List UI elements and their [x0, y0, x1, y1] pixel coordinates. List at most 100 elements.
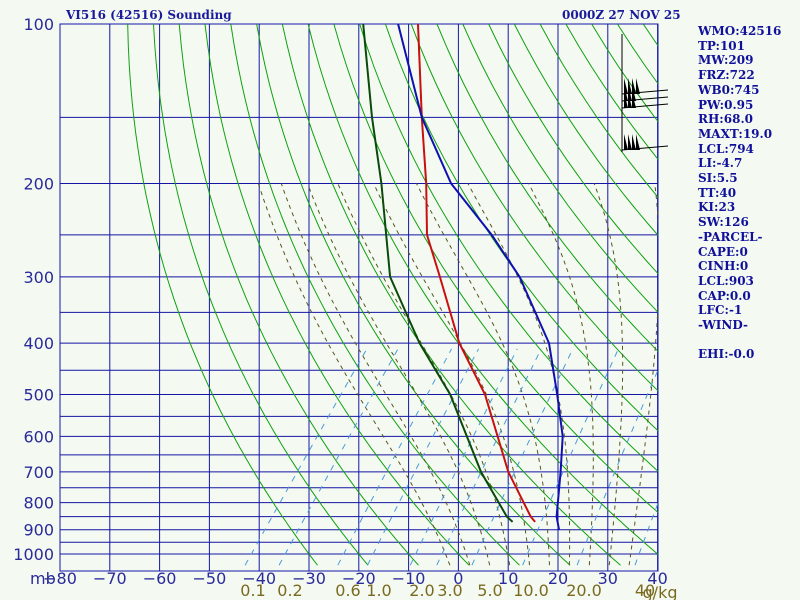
index-item: CINH:0: [698, 259, 749, 274]
pressure-tick-label: 400: [23, 334, 54, 353]
index-item: SW:126: [698, 215, 749, 230]
mixing-ratio-label: 2.0: [409, 581, 434, 600]
moist-adiabat-line: [257, 183, 451, 566]
wind-barb-flag: [624, 134, 628, 150]
moist-adiabat-line: [593, 183, 624, 566]
dry-adiabat-line: [436, 24, 658, 353]
moist-adiabat-line: [528, 183, 594, 566]
mixing-ratio-line: [522, 348, 619, 566]
mixing-ratio-line: [409, 348, 518, 566]
mixing-ratio-label: 3.0: [437, 581, 462, 600]
pressure-tick-label: 300: [23, 268, 54, 287]
axis-labels: −80 −70 −60 −50 −40 −30 −20 −10 0 10 20 30 40 100 200 3…: [13, 15, 677, 600]
dry-adiabat-line: [333, 24, 658, 514]
temp-tick-label: −70: [93, 569, 127, 588]
index-item: KI:23: [698, 200, 736, 215]
mixing-ratio-label: 0.6: [335, 581, 360, 600]
index-item: CAPE:0: [698, 244, 748, 259]
mixing-ratio-label: 40: [635, 581, 655, 600]
pressure-tick-label: 100: [23, 15, 54, 34]
stability-indices: WMO:42516 TP:101 MW:209 FRZ:722 WB0:745 PW:0.…: [698, 24, 781, 362]
index-item: RH:68.0: [698, 112, 753, 127]
mixing-ratio-label: 0.2: [277, 581, 302, 600]
temp-tick-label: −80: [43, 569, 77, 588]
mixing-ratio-label: 10.0: [513, 581, 549, 600]
wind-barb-flag: [632, 134, 636, 150]
temp-tick-label: −50: [193, 569, 227, 588]
wind-barb-flag: [628, 92, 632, 108]
pressure-tick-label: 500: [23, 385, 54, 404]
mixing-ratio-line: [634, 501, 658, 566]
moist-adiabat-line: [467, 183, 571, 566]
pressure-tick-label: 600: [23, 427, 54, 446]
index-item: WMO:42516: [698, 24, 782, 38]
pressure-tick-label: 1000: [13, 545, 54, 564]
index-item: MAXT:19.0: [698, 126, 773, 141]
index-item: LFC:-1: [698, 303, 743, 318]
mixing-ratio-label: 1.0: [366, 581, 391, 600]
pressure-tick-label: 200: [23, 175, 54, 194]
sounding-title: VI516 (42516) Sounding: [66, 8, 232, 22]
wind-barb-flag: [624, 92, 628, 108]
index-item: CAP:0.0: [698, 288, 751, 303]
moist-adiabat-line: [416, 183, 550, 566]
index-item: LCL:903: [698, 273, 754, 288]
dry-adiabat-line: [410, 24, 658, 392]
index-item: LCL:794: [698, 141, 754, 156]
dry-adiabat-line: [230, 24, 520, 566]
mixing-ratio-line: [244, 348, 368, 566]
mixing-ratio-label: 0.1: [240, 581, 265, 600]
wind-barb-flag: [628, 134, 632, 150]
temp-tick-label: 0: [453, 569, 463, 588]
wind-barbs: [621, 34, 669, 152]
moist-adiabat-line: [337, 183, 511, 566]
mixing-ratio-line: [436, 348, 542, 566]
temp-tick-label: −30: [292, 569, 326, 588]
temp-tick-label: 30: [598, 569, 618, 588]
index-item: [698, 333, 781, 348]
mixing-ratio-line: [278, 348, 399, 566]
dry-adiabat-line: [281, 24, 621, 566]
moist-adiabat-line: [373, 183, 530, 566]
pressure-tick-label: 900: [23, 521, 54, 540]
parcel-trace: [397, 24, 564, 530]
mixing-ratio-line: [471, 348, 574, 566]
index-item: -PARCEL-: [698, 229, 763, 244]
dewpoint-profile: [362, 24, 514, 523]
dry-adiabat-line: [127, 24, 318, 566]
temp-tick-label: −20: [342, 569, 376, 588]
mixing-ratio-unit: g/kg: [643, 583, 678, 600]
moist-adiabat-line: [628, 183, 658, 566]
adiabat-layer: [127, 24, 658, 566]
temp-tick-label: −40: [242, 569, 276, 588]
wind-barb-flag: [632, 92, 636, 108]
dry-adiabat-line: [462, 24, 658, 314]
wind-barb-flag: [636, 78, 640, 94]
dry-adiabat-line: [307, 24, 658, 555]
index-item: LI:-4.7: [698, 156, 743, 171]
temp-tick-label: 10: [498, 569, 518, 588]
index-item: PW:0.95: [698, 97, 754, 112]
temp-tick-label: −10: [392, 569, 426, 588]
temperature-profile: [417, 24, 536, 523]
dry-adiabat-line: [488, 24, 658, 275]
index-item: -WIND-: [698, 318, 748, 333]
temp-tick-label: 20: [548, 569, 568, 588]
dry-adiabat-line: [384, 24, 658, 432]
index-item: TP:101: [698, 38, 746, 53]
series-layer: [362, 24, 564, 530]
temp-tick-label: −60: [143, 569, 177, 588]
index-item: SI:5.5: [698, 171, 738, 186]
mixing-ratio-line: [337, 348, 453, 566]
mixing-ratio-label: 20.0: [566, 581, 602, 600]
wind-barb-flag: [636, 134, 640, 150]
dry-adiabat-line: [256, 24, 571, 566]
mixing-ratio-line: [576, 368, 658, 566]
index-item: TT:40: [698, 185, 737, 200]
mixing-ratio-label: 5.0: [477, 581, 502, 600]
dry-adiabat-line: [359, 24, 658, 472]
dry-adiabat-line: [153, 24, 369, 566]
pressure-tick-label: 700: [23, 463, 54, 482]
moist-adiabat-line: [307, 183, 491, 566]
